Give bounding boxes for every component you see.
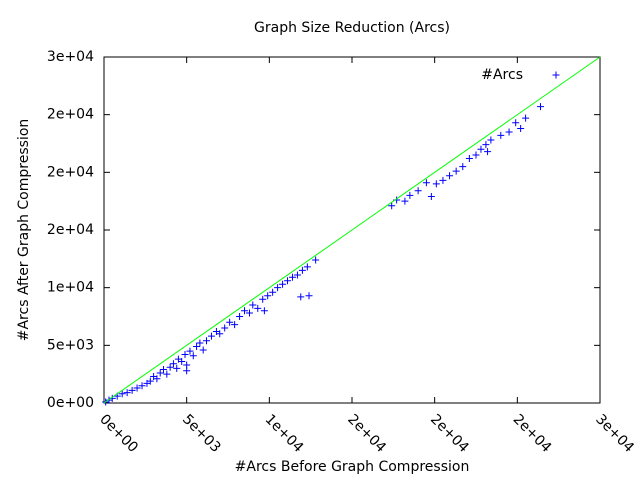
point	[181, 351, 189, 359]
point	[432, 180, 440, 188]
x-tick-label: 0e+00	[96, 411, 141, 456]
point	[303, 263, 311, 271]
point	[123, 389, 131, 397]
point	[482, 141, 490, 149]
point	[477, 145, 485, 153]
point	[487, 136, 495, 144]
point	[221, 324, 229, 332]
point	[231, 321, 239, 329]
point	[160, 366, 168, 374]
point	[189, 352, 197, 360]
point	[452, 167, 460, 175]
point	[446, 172, 454, 180]
y-tick-label: 5e+03	[47, 337, 94, 353]
point	[260, 307, 268, 315]
y-tick-label: 2e+04	[47, 222, 94, 238]
point	[173, 364, 181, 372]
point	[156, 369, 164, 377]
point	[284, 277, 292, 285]
point	[128, 386, 136, 394]
point	[388, 202, 396, 210]
point	[178, 357, 186, 365]
point	[241, 307, 249, 315]
x-tick-label: 5e+03	[179, 411, 224, 456]
point	[207, 332, 215, 340]
point	[305, 292, 313, 300]
point	[512, 119, 520, 127]
point	[153, 375, 161, 383]
point	[236, 313, 244, 320]
point	[133, 384, 141, 392]
x-tick-label: 2e+04	[427, 411, 472, 456]
point	[312, 256, 320, 264]
point	[193, 342, 201, 350]
point	[169, 360, 177, 368]
x-tick-label: 1e+04	[262, 411, 307, 456]
point	[472, 151, 480, 159]
point	[166, 363, 174, 371]
point	[288, 273, 296, 281]
point	[439, 176, 447, 184]
point	[269, 288, 277, 296]
y-tick-label: 1e+04	[47, 280, 94, 296]
x-tick-label: 3e+04	[592, 411, 637, 456]
point	[226, 318, 234, 326]
point	[505, 128, 513, 136]
point	[274, 284, 282, 292]
point	[279, 280, 287, 288]
reference-line	[103, 56, 601, 404]
point	[536, 103, 544, 111]
point	[414, 187, 422, 195]
point	[146, 377, 154, 385]
point	[163, 370, 171, 378]
point	[401, 197, 409, 205]
point	[298, 266, 306, 274]
y-tick-label: 3e+04	[47, 49, 94, 65]
point	[264, 292, 272, 300]
x-tick-label: 2e+04	[510, 411, 555, 456]
chart-title: Graph Size Reduction (Arcs)	[254, 20, 450, 36]
point	[293, 271, 301, 279]
point	[245, 309, 253, 317]
point	[216, 330, 224, 338]
point	[249, 301, 257, 309]
point	[118, 390, 126, 398]
point	[199, 346, 207, 354]
y-tick-label: 0e+00	[47, 395, 94, 411]
point	[196, 339, 204, 347]
point	[422, 179, 430, 187]
legend-label: #Arcs	[481, 67, 523, 83]
point	[517, 125, 525, 133]
point	[484, 148, 492, 156]
point	[254, 304, 262, 312]
point	[203, 337, 211, 345]
point	[427, 193, 435, 201]
y-tick-label: 2e+04	[47, 164, 94, 180]
y-axis-label: #Arcs After Graph Compression	[16, 119, 32, 342]
x-tick-label: 2e+04	[344, 411, 389, 456]
point	[138, 382, 146, 390]
y-tick-label: 2e+04	[47, 107, 94, 123]
point	[465, 154, 473, 162]
point	[406, 191, 414, 199]
x-axis-label: #Arcs Before Graph Compression	[235, 459, 470, 475]
point	[297, 293, 305, 301]
point	[183, 367, 191, 375]
point	[186, 347, 194, 355]
point	[259, 295, 267, 303]
point	[522, 114, 530, 122]
point	[497, 131, 505, 139]
legend-marker	[552, 71, 560, 79]
point	[459, 163, 467, 171]
